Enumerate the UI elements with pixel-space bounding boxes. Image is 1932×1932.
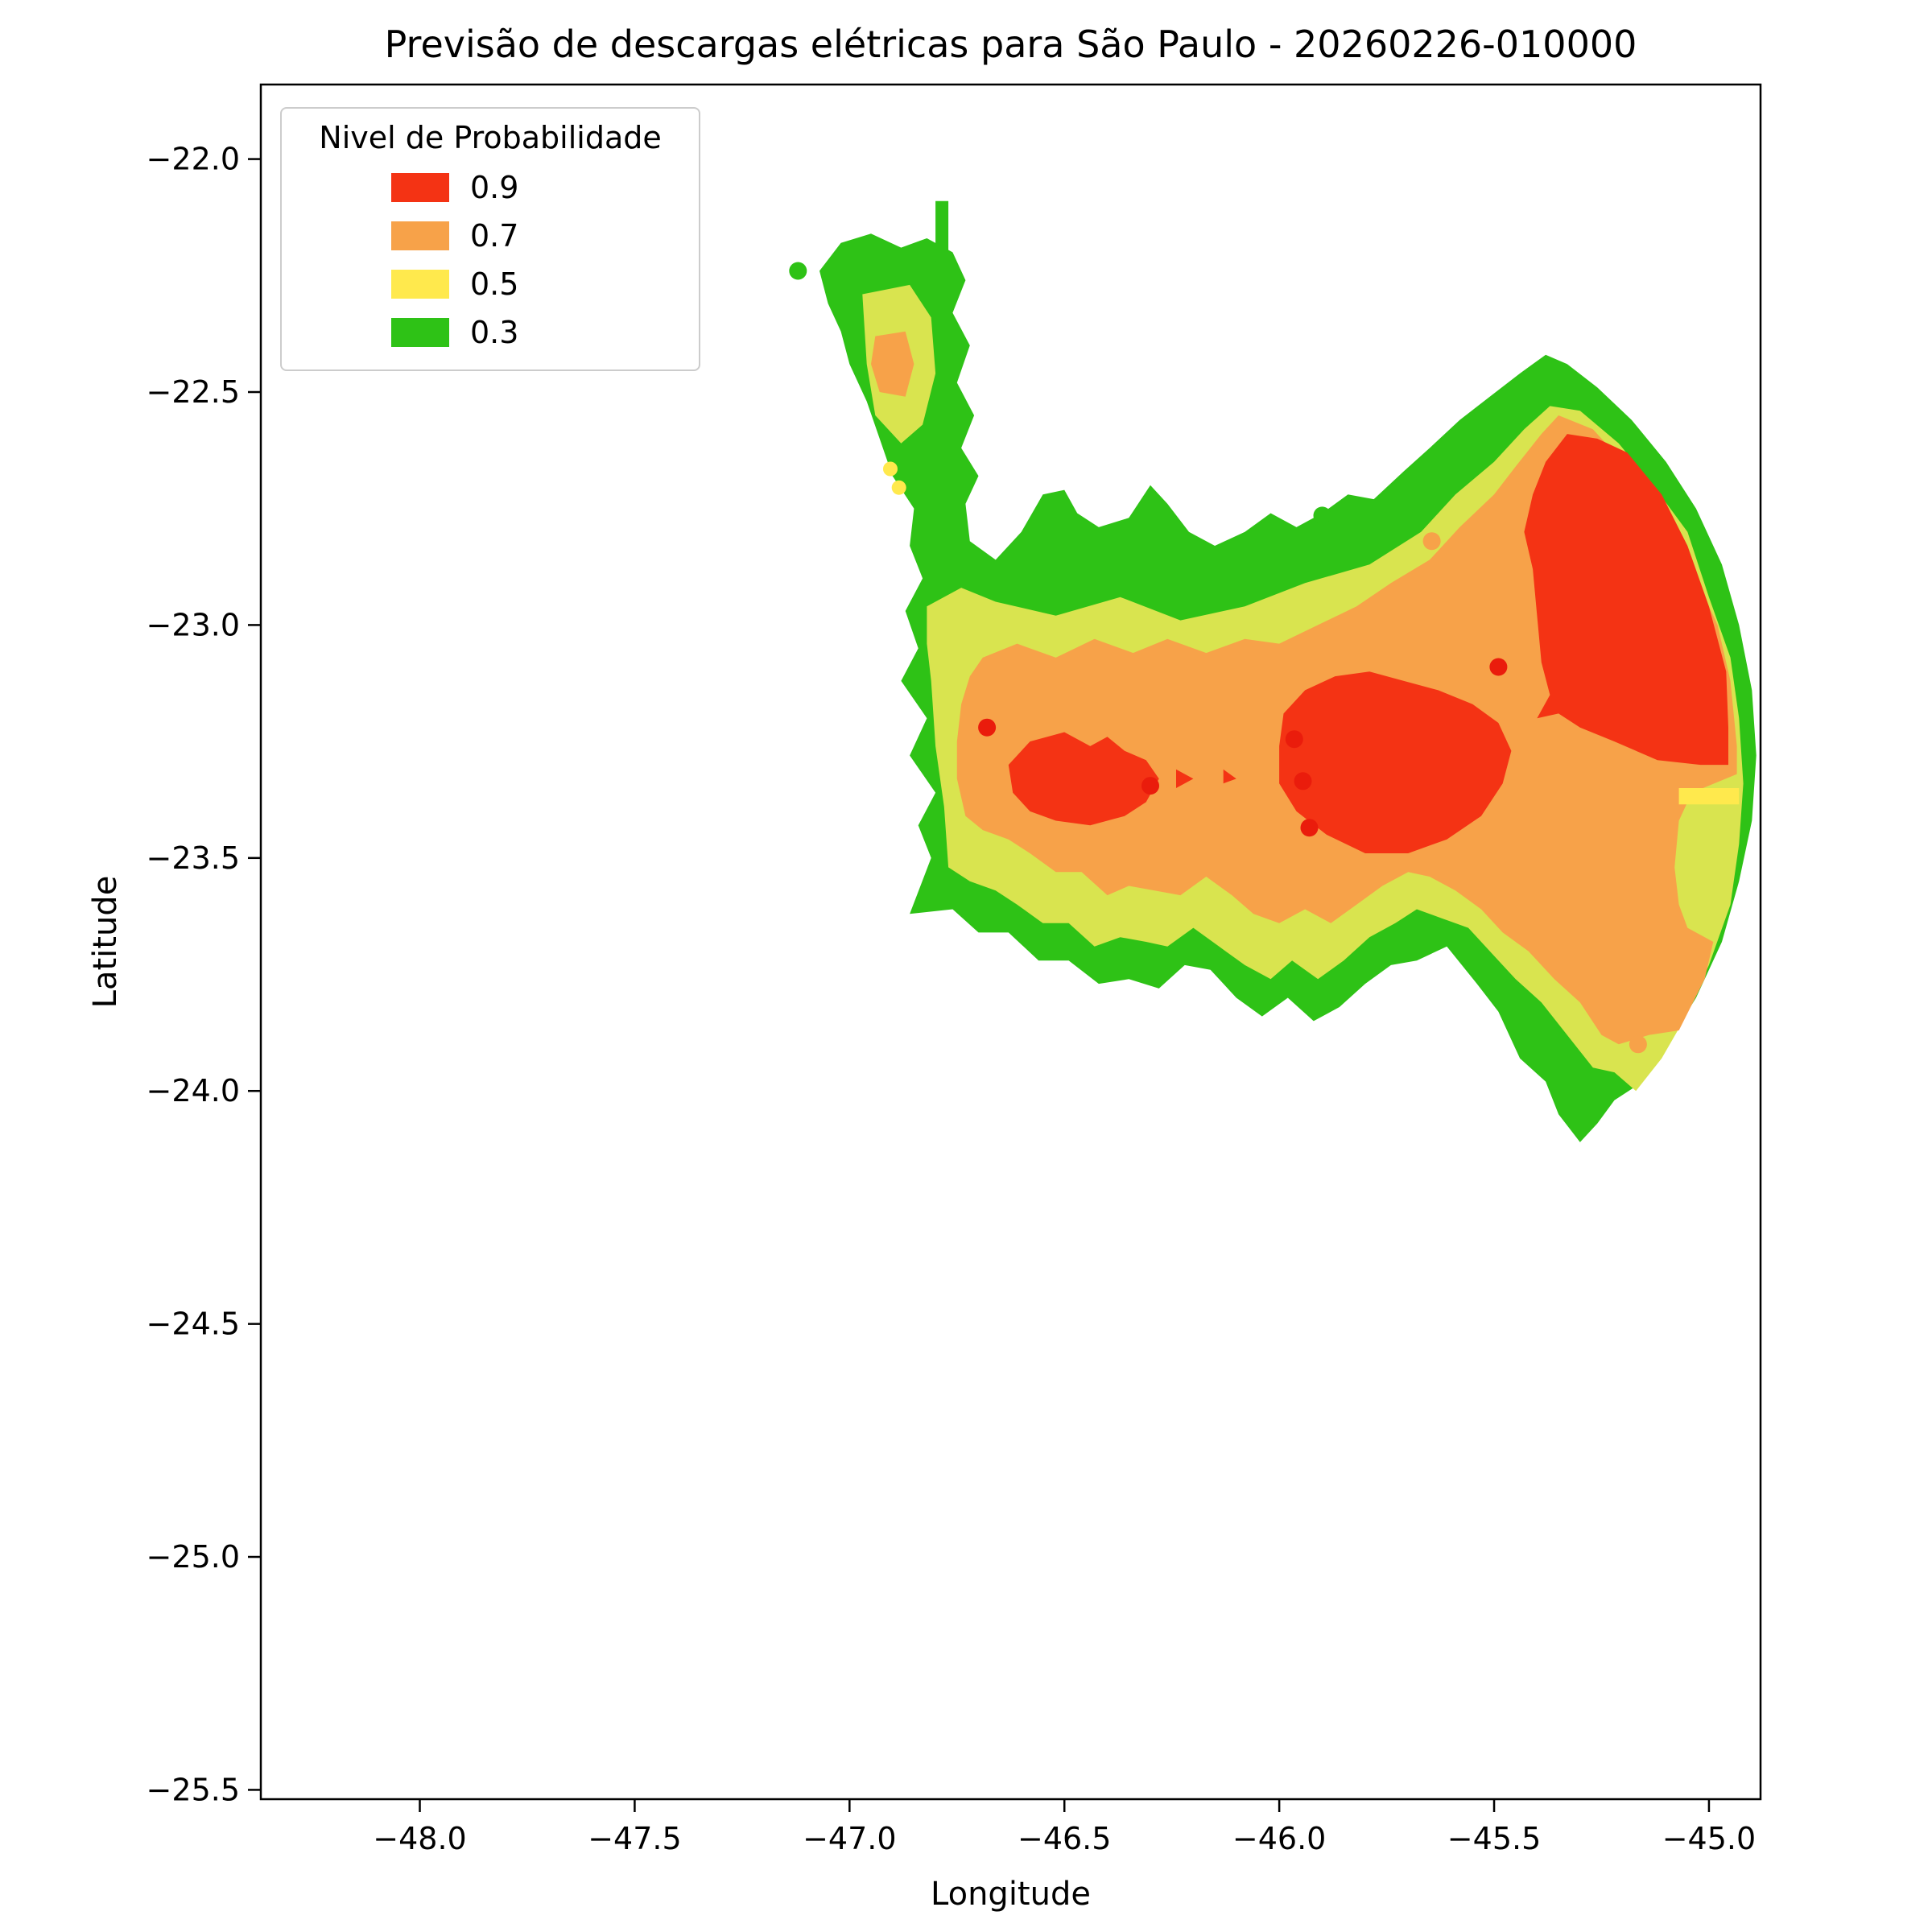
legend-label: 0.9 [470,170,519,205]
scatter-point [1141,777,1159,795]
legend-label: 0.3 [470,315,519,350]
x-tick-label: −48.0 [373,1821,466,1856]
contour-region-0.9 [1176,769,1194,788]
y-axis-ticks: −22.0 −22.5 −23.0 −23.5 −24.0 −24.5 −25.0 −25.5 [147,142,261,1807]
legend-swatch-0.9 [391,173,449,202]
contour-region-0.9 [1223,769,1236,784]
y-tick-label: −25.0 [147,1539,240,1575]
legend: Nivel de Probabilidade 0.9 0.7 0.5 0.3 [280,107,700,371]
scatter-point [883,461,898,477]
scatter-point [1629,1035,1647,1054]
x-tick-label: −45.5 [1447,1821,1541,1856]
x-tick-label: −47.0 [803,1821,896,1856]
contour-regions [819,200,1757,1142]
y-tick-label: −23.0 [147,607,240,642]
legend-item: 0.3 [391,308,679,357]
scatter-point [1294,772,1312,791]
contour-region-0.5 [1678,788,1740,805]
legend-title: Nivel de Probabilidade [319,120,662,155]
y-tick-label: −22.0 [147,142,240,177]
scatter-point [891,480,906,495]
legend-item: 0.7 [391,212,679,260]
scatter-point [1422,532,1441,551]
legend-swatch-0.5 [391,270,449,299]
contour-region-0.7 [871,331,914,397]
contour-region-0.9 [1524,434,1728,766]
contour-region-0.3 [935,200,949,262]
scatter-points [789,262,1647,1054]
y-tick-label: −25.5 [147,1772,240,1807]
scatter-point [1285,730,1303,749]
y-tick-label: −24.0 [147,1073,240,1108]
scatter-point [789,262,807,280]
contour-region-0.9 [1008,732,1159,826]
legend-swatch-0.3 [391,318,449,347]
scatter-point [1300,819,1319,837]
legend-item: 0.9 [391,163,679,212]
x-tick-label: −47.5 [588,1821,681,1856]
scatter-point [1489,658,1508,676]
x-tick-label: −46.0 [1232,1821,1326,1856]
legend-swatch-0.7 [391,221,449,250]
y-tick-label: −24.5 [147,1307,240,1342]
contour-region-0.9 [1279,671,1512,853]
scatter-point [1313,506,1331,525]
y-tick-label: −22.5 [147,374,240,410]
x-tick-label: −45.0 [1662,1821,1756,1856]
legend-item: 0.5 [391,260,679,308]
x-axis-title: Longitude [931,1876,1091,1913]
chart-title: Previsão de descargas elétricas para São… [384,23,1637,66]
x-tick-label: −46.5 [1018,1821,1111,1856]
x-axis-ticks: −48.0 −47.5 −47.0 −46.5 −46.0 −45.5 −45.0 [373,1799,1756,1856]
axes-spine [259,83,1762,1801]
legend-label: 0.7 [470,218,519,254]
legend-label: 0.5 [470,266,519,302]
scatter-point [978,718,997,737]
y-tick-label: −23.5 [147,840,240,876]
